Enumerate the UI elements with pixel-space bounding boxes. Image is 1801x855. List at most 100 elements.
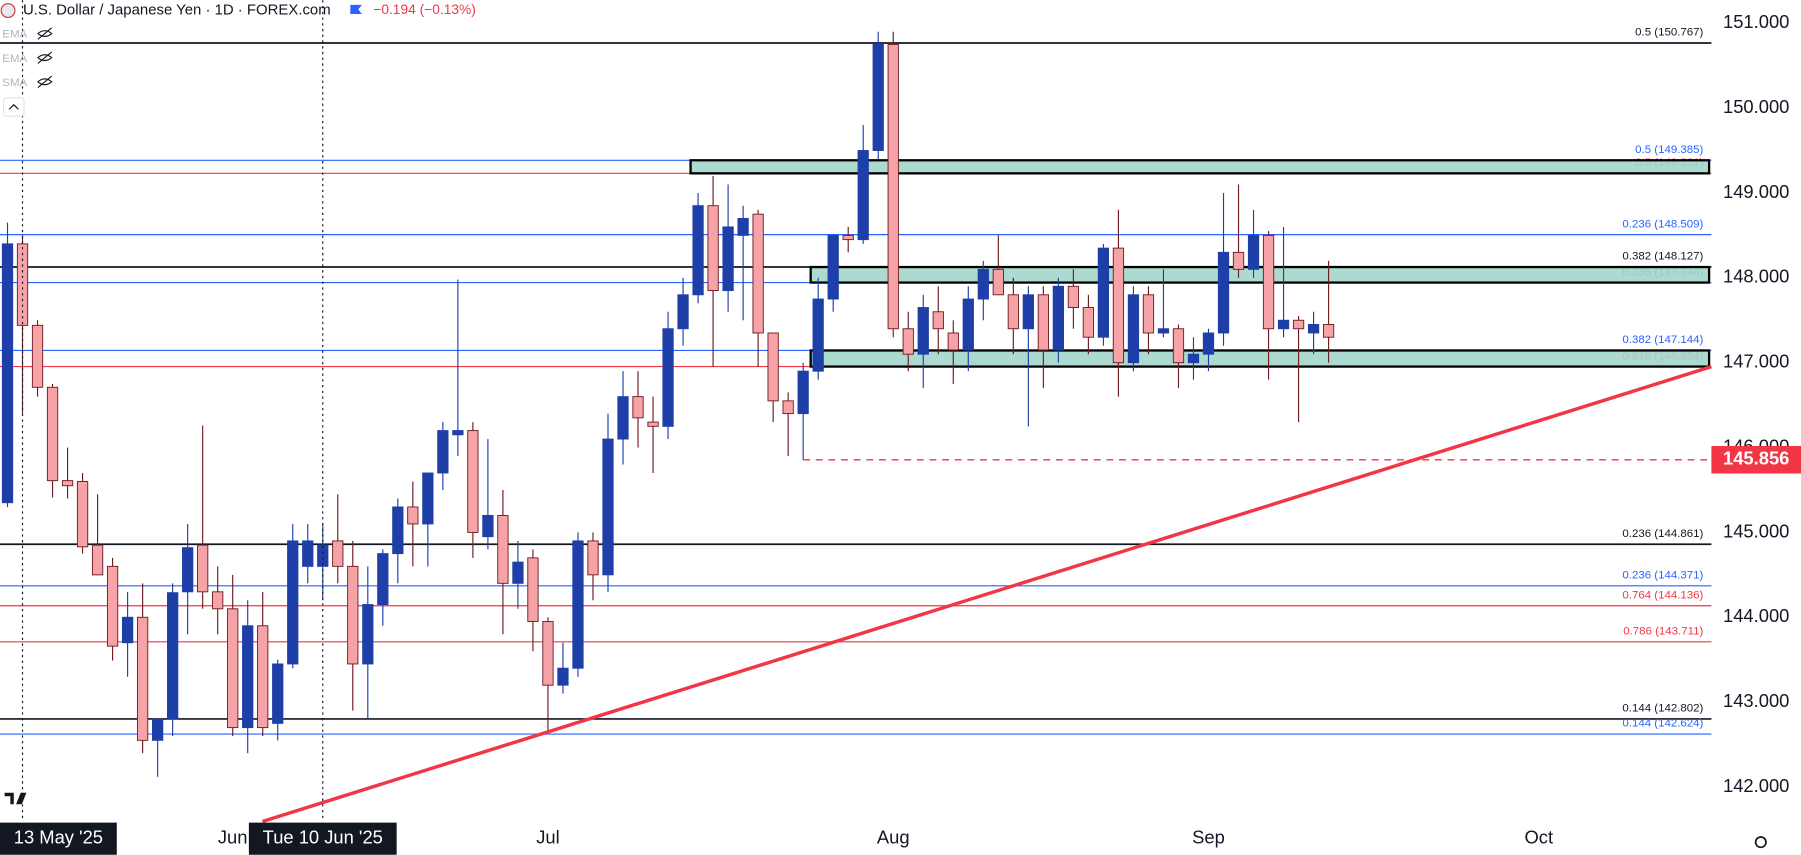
candle-body bbox=[932, 311, 944, 330]
candle-body bbox=[377, 553, 389, 606]
candle-body bbox=[857, 150, 869, 241]
logo[interactable] bbox=[4, 792, 27, 805]
price-badge bbox=[1711, 445, 1801, 474]
candle-body bbox=[812, 298, 824, 372]
candle-body bbox=[257, 625, 269, 729]
candle-body bbox=[437, 430, 449, 474]
x-tick-highlight-box bbox=[248, 822, 397, 855]
indicator-label[interactable]: SMA bbox=[2, 77, 27, 89]
candle-body bbox=[572, 540, 584, 669]
fib-level-label: 0.236 (144.861) bbox=[1622, 528, 1703, 540]
candle-body bbox=[362, 604, 374, 665]
collapse-button[interactable] bbox=[2, 97, 25, 117]
x-tick-label-highlight: Tue 10 Jun '25 bbox=[263, 827, 383, 848]
candle-body bbox=[707, 205, 719, 292]
candle-body bbox=[872, 43, 884, 151]
candle-body bbox=[677, 294, 689, 330]
candle-body bbox=[632, 396, 644, 419]
candle-body bbox=[1277, 319, 1290, 330]
x-tick-label: Jul bbox=[536, 827, 559, 848]
zone bbox=[689, 159, 1711, 175]
candle-body bbox=[347, 565, 359, 665]
candle-body bbox=[1082, 307, 1095, 338]
candle-body bbox=[302, 540, 314, 567]
candle-body bbox=[662, 328, 674, 427]
candle-body bbox=[76, 481, 89, 548]
candle-body bbox=[61, 480, 74, 487]
candle-body bbox=[767, 332, 779, 402]
fib-level-label: 0.786 (143.711) bbox=[1623, 626, 1703, 638]
candle-body bbox=[1097, 247, 1110, 338]
x-tick-label: Sep bbox=[1192, 827, 1225, 848]
y-tick-label: 147.000 bbox=[1723, 351, 1789, 372]
y-tick-label: 151.000 bbox=[1723, 11, 1789, 32]
candle-body bbox=[947, 332, 959, 351]
candle-body bbox=[752, 213, 764, 334]
candle-body bbox=[152, 718, 164, 741]
candle-body bbox=[1127, 294, 1140, 364]
candle-body bbox=[287, 540, 299, 665]
price-change: −0.194 (−0.13%) bbox=[373, 2, 476, 17]
fib-level-label: 0.5 (149.385) bbox=[1635, 144, 1703, 156]
candle-body bbox=[617, 396, 629, 440]
candle-body bbox=[121, 616, 134, 644]
candle-body bbox=[91, 544, 104, 576]
x-tick-highlight-box bbox=[0, 822, 117, 855]
symbol-icon bbox=[0, 3, 16, 19]
fib-level-label: 0.236 (144.371) bbox=[1622, 569, 1703, 581]
collapse-icon bbox=[8, 103, 19, 110]
fib-level-label: 0.144 (142.802) bbox=[1622, 703, 1703, 715]
candle-body bbox=[1157, 328, 1170, 334]
candle-body bbox=[1007, 294, 1019, 330]
candle-body bbox=[1322, 324, 1335, 338]
candle-body bbox=[527, 557, 539, 622]
candle-body bbox=[212, 591, 224, 610]
candle-body bbox=[1232, 251, 1245, 270]
zone bbox=[809, 349, 1711, 368]
trendline bbox=[261, 365, 1712, 824]
candle-body bbox=[167, 592, 179, 720]
candle-body bbox=[647, 421, 659, 427]
flag-icon[interactable] bbox=[350, 4, 362, 15]
hidden-eye-icon[interactable] bbox=[37, 27, 53, 40]
y-tick-label: 143.000 bbox=[1723, 690, 1789, 711]
zone bbox=[809, 265, 1711, 284]
candle-body bbox=[197, 544, 209, 593]
candle-body bbox=[602, 438, 614, 576]
plot-area: 0.5 (150.767)0.5 (149.385)0.5 (149.231)0… bbox=[0, 0, 1712, 824]
candle-body bbox=[452, 430, 464, 436]
indicator-label[interactable]: EMA bbox=[2, 29, 27, 41]
candle-body bbox=[557, 667, 569, 686]
candle-body bbox=[136, 616, 149, 741]
hidden-eye-icon[interactable] bbox=[37, 51, 53, 64]
settings-icon[interactable] bbox=[1754, 836, 1767, 849]
candle-body bbox=[106, 565, 119, 647]
candle-body bbox=[917, 307, 929, 355]
candle-body bbox=[512, 561, 524, 584]
candle-body bbox=[1187, 353, 1200, 364]
candle-body bbox=[692, 205, 704, 296]
candle-body bbox=[962, 298, 974, 351]
candle-body bbox=[1262, 234, 1275, 330]
candle-body bbox=[1067, 285, 1080, 308]
candle-body bbox=[977, 268, 989, 300]
candle-body bbox=[1217, 251, 1230, 334]
candle-body bbox=[1247, 234, 1260, 270]
candle-body bbox=[737, 217, 749, 236]
indicator-label[interactable]: EMA bbox=[2, 53, 27, 65]
candle-body bbox=[422, 472, 434, 525]
candle-body bbox=[1, 243, 14, 504]
candle-body bbox=[46, 386, 59, 482]
fib-level-label: 0.764 (144.136) bbox=[1622, 589, 1703, 601]
candle-body bbox=[1037, 294, 1049, 351]
y-tick-label: 149.000 bbox=[1723, 181, 1789, 202]
candle-body bbox=[1202, 332, 1215, 355]
fib-level-label: 0.5 (150.767) bbox=[1635, 27, 1703, 39]
candle-body bbox=[587, 540, 599, 576]
hidden-eye-icon[interactable] bbox=[37, 75, 53, 88]
candle-body bbox=[31, 324, 44, 388]
candle-body bbox=[902, 328, 914, 355]
